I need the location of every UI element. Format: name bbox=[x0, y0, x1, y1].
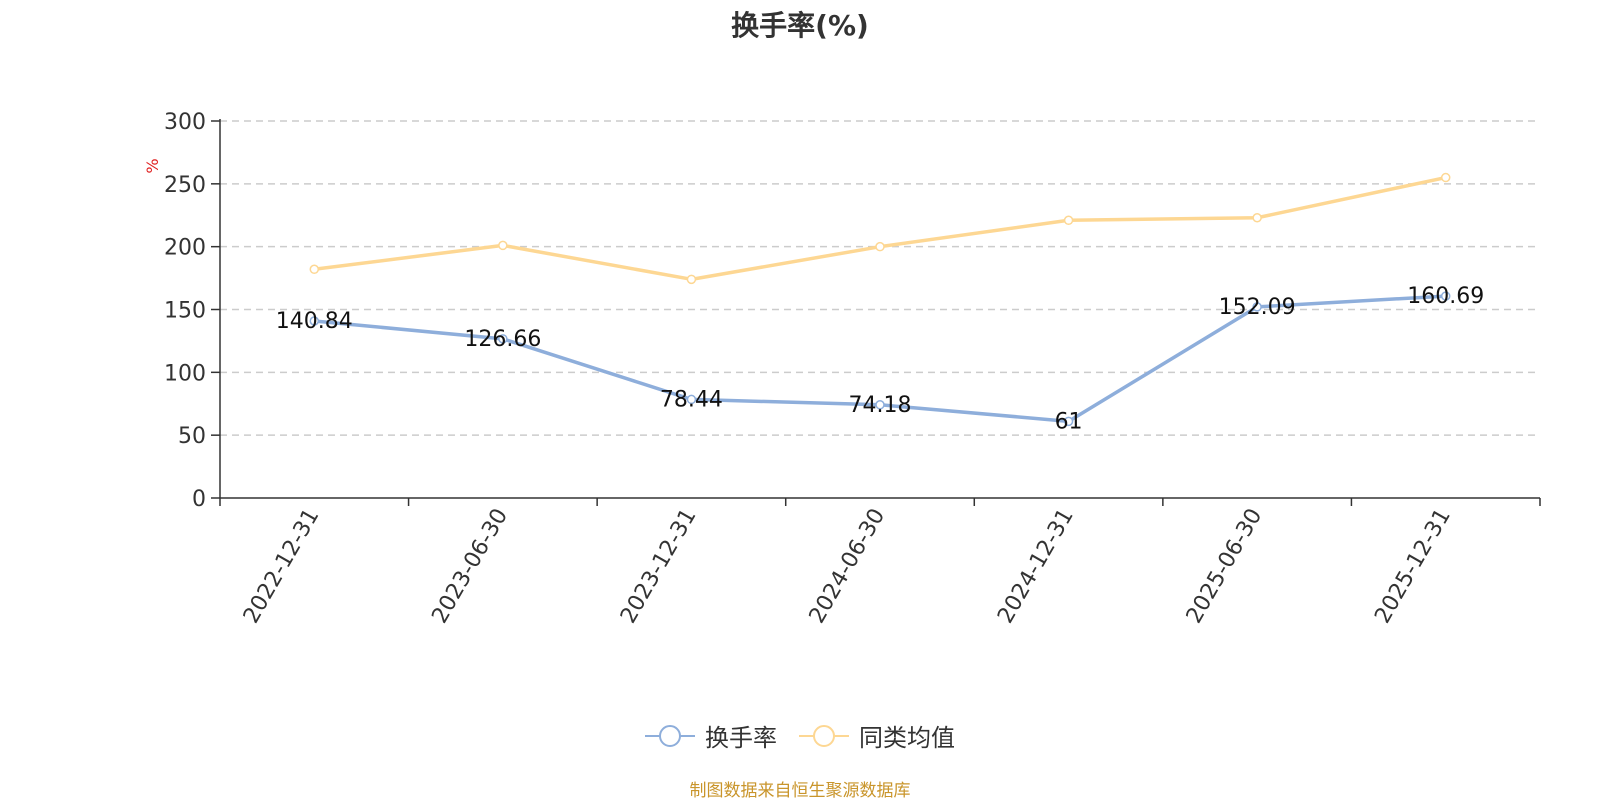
chart-title: 换手率(%) bbox=[731, 9, 869, 42]
x-tick-label-2023-12-31: 2023-12-31 bbox=[616, 505, 702, 628]
data-point-1-1 bbox=[498, 240, 508, 251]
y-axis-unit-label: % bbox=[143, 158, 162, 173]
y-tick-label-50: 50 bbox=[178, 424, 206, 449]
x-tick-label-2023-06-30: 2023-06-30 bbox=[427, 505, 513, 628]
legend-item-peer-average[interactable]: 同类均值 bbox=[799, 718, 955, 753]
source-note: 制图数据来自恒生聚源数据库 bbox=[689, 781, 911, 801]
data-label-0-3: 74.18 bbox=[849, 393, 912, 418]
legend-item-turnover[interactable]: 换手率 bbox=[645, 718, 777, 753]
data-point-1-6 bbox=[1440, 172, 1451, 183]
data-point-0-0 bbox=[309, 316, 320, 326]
data-point-0-5 bbox=[1252, 302, 1262, 312]
data-label-0-0: 140.84 bbox=[276, 309, 353, 334]
legend-label-peer-average: 同类均值 bbox=[859, 724, 955, 752]
x-tick-label-2025-06-30: 2025-06-30 bbox=[1182, 505, 1268, 628]
y-tick-label-0: 0 bbox=[192, 487, 206, 512]
data-point-1-4 bbox=[1063, 215, 1074, 226]
y-tick-label-150: 150 bbox=[164, 299, 206, 324]
data-point-1-2 bbox=[686, 274, 697, 285]
data-point-1-3 bbox=[875, 241, 885, 252]
data-label-0-5: 152.09 bbox=[1219, 295, 1296, 320]
x-tick-label-2022-12-31: 2022-12-31 bbox=[239, 505, 325, 628]
data-point-0-1 bbox=[498, 334, 508, 344]
series-line-1 bbox=[312, 175, 1448, 282]
y-tick-label-100: 100 bbox=[164, 361, 206, 386]
data-label-0-4: 61 bbox=[1055, 409, 1083, 434]
data-label-0-2: 78.44 bbox=[660, 387, 723, 412]
grid-layer bbox=[220, 120, 1540, 436]
x-tick-label-2025-12-31: 2025-12-31 bbox=[1370, 505, 1456, 628]
y-tick-label-200: 200 bbox=[164, 236, 206, 261]
data-point-0-6 bbox=[1440, 291, 1451, 301]
legend-marker-peer-average-icon bbox=[799, 724, 849, 748]
x-tick-label-2024-06-30: 2024-06-30 bbox=[805, 505, 891, 628]
data-point-0-3 bbox=[875, 400, 885, 410]
data-point-0-2 bbox=[686, 394, 697, 405]
data-label-0-1: 126.66 bbox=[464, 327, 541, 352]
legend-label-turnover: 换手率 bbox=[705, 724, 777, 752]
x-tick-label-2024-12-31: 2024-12-31 bbox=[993, 505, 1079, 628]
label-layer: 140.84 126.66 78.44 74.18 61 152.09 160.69 bbox=[276, 284, 1484, 434]
data-label-0-6: 160.69 bbox=[1407, 284, 1484, 309]
data-point-0-4 bbox=[1063, 416, 1074, 427]
series-layer bbox=[309, 172, 1451, 427]
data-point-1-0 bbox=[309, 264, 320, 275]
axis-layer: 0 50 100 150 200 250 300 2022-12-31 2023-06-30 20… bbox=[164, 110, 1541, 628]
data-point-1-5 bbox=[1252, 213, 1262, 223]
legend: 换手率 同类均值 bbox=[0, 718, 1600, 753]
legend-marker-turnover-icon bbox=[645, 724, 695, 748]
y-tick-label-250: 250 bbox=[164, 173, 206, 198]
y-tick-label-300: 300 bbox=[164, 110, 206, 135]
